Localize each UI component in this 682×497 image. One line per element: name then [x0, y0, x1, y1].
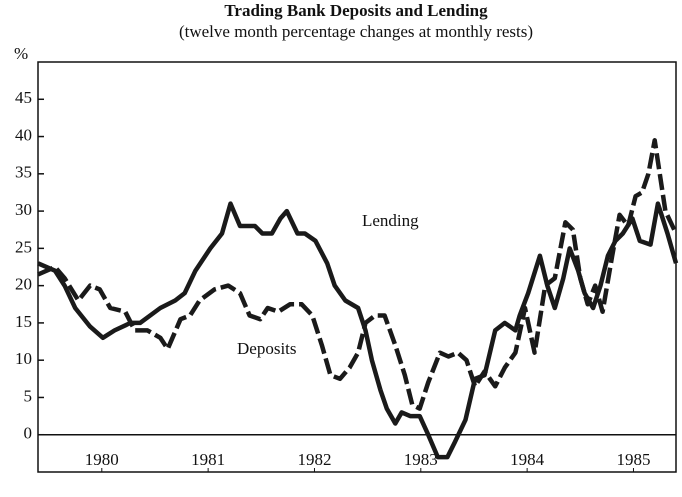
- x-tick-label: 1984: [510, 450, 545, 469]
- chart-title: Trading Bank Deposits and Lending: [224, 1, 488, 20]
- x-tick-label: 1982: [297, 450, 331, 469]
- x-tick-label: 1980: [85, 450, 119, 469]
- y-tick-label: 40: [15, 125, 32, 144]
- y-tick-label: 35: [15, 163, 32, 182]
- x-tick-label: 1983: [404, 450, 438, 469]
- x-tick-label: 1981: [191, 450, 225, 469]
- series-label: Lending: [362, 211, 419, 230]
- y-tick-label: 25: [15, 237, 32, 256]
- chart-subtitle: (twelve month percentage changes at mont…: [179, 22, 533, 41]
- y-tick-label: 0: [24, 424, 33, 443]
- y-tick-label: 5: [24, 386, 33, 405]
- y-tick-label: 20: [15, 275, 32, 294]
- y-tick-label: 10: [15, 349, 32, 368]
- y-tick-label: 15: [15, 312, 32, 331]
- y-tick-label: 45: [15, 88, 32, 107]
- plot-frame: [37, 61, 677, 473]
- y-axis-label: %: [14, 44, 28, 63]
- series-line: [37, 138, 679, 411]
- y-tick-label: 30: [15, 200, 32, 219]
- series-label: Deposits: [237, 339, 297, 358]
- x-tick-label: 1985: [616, 450, 650, 469]
- series-line: [37, 201, 679, 460]
